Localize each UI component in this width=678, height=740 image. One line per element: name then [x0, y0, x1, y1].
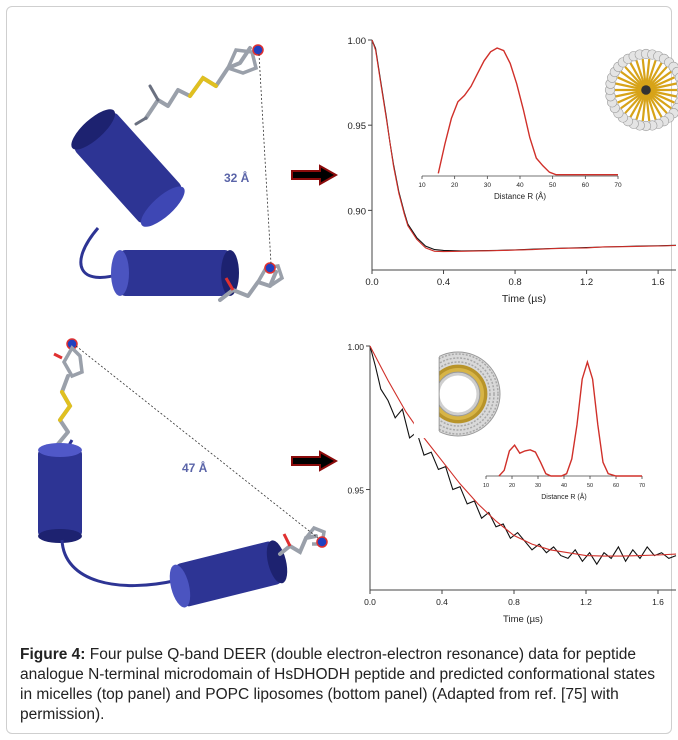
- x-tick-label: 1.6: [652, 597, 664, 607]
- inset-x-tick-label: 70: [614, 182, 622, 189]
- x-tick-label: 0.4: [436, 597, 448, 607]
- micelle-icon: [604, 48, 678, 132]
- bottom-sidechain-lower: [278, 534, 318, 556]
- bottom-helix-lower: [169, 540, 288, 608]
- x-tick-label: 1.6: [652, 277, 665, 288]
- y-tick-label: 0.90: [348, 206, 367, 217]
- top-distance-line: [258, 53, 272, 265]
- inset-distance-distribution: [498, 359, 642, 477]
- inset-x-tick-label: 60: [613, 483, 619, 489]
- y-tick-label: 1.00: [348, 36, 367, 47]
- inset-x-tick-label: 30: [484, 182, 492, 189]
- figure-caption-label: Figure 4:: [20, 646, 86, 663]
- x-tick-label: 1.2: [580, 597, 592, 607]
- inset-x-tick-label: 10: [483, 483, 489, 489]
- bottom-deer-chart: 0.0 0.4 0.8 1.2 1.6 0.95 1.00 Time (µs) 10 20 30 40…: [347, 342, 677, 625]
- top-distance-label: 32 Å: [224, 170, 250, 185]
- inset-x-tick-label: 60: [582, 182, 590, 189]
- bottom-helix-upper: [38, 443, 82, 543]
- bottom-distance-line: [75, 345, 319, 539]
- inset-x-axis-label: Distance R (Å): [494, 192, 546, 201]
- inset-x-tick-label: 20: [509, 483, 515, 489]
- x-axis-label: Time (µs): [502, 293, 546, 305]
- top-spin-label-lower: [264, 262, 276, 274]
- inset-x-tick-label: 40: [561, 483, 567, 489]
- bottom-distance-label: 47 Å: [182, 460, 208, 475]
- fit-trace: [371, 39, 677, 253]
- top-helix-upper: [71, 109, 185, 227]
- inset-x-tick-label: 50: [549, 182, 557, 189]
- top-peptide-model: 32 Å: [71, 44, 285, 302]
- x-tick-label: 0.8: [508, 597, 520, 607]
- bottom-peptide-model: 47 Å: [38, 338, 328, 608]
- liposome-icon: [413, 349, 501, 439]
- inset-x-tick-label: 20: [451, 182, 459, 189]
- x-axis-label: Time (µs): [503, 614, 543, 625]
- inset-distance-distribution: [437, 47, 618, 176]
- x-tick-label: 1.2: [580, 277, 593, 288]
- x-tick-label: 0.4: [437, 277, 450, 288]
- inset-x-tick-label: 10: [418, 182, 426, 189]
- bottom-loop: [60, 539, 179, 587]
- figure-caption: Figure 4: Four pulse Q-band DEER (double…: [20, 645, 668, 725]
- top-helix-lower: [111, 250, 239, 296]
- figure-caption-text: Four pulse Q-band DEER (double electron-…: [20, 646, 655, 723]
- top-arrow-icon: [291, 164, 338, 186]
- inset-x-tick-label: 40: [516, 182, 524, 189]
- y-tick-label: 1.00: [347, 342, 364, 352]
- inset-x-tick-label: 50: [587, 483, 593, 489]
- x-tick-label: 0.8: [508, 277, 521, 288]
- inset-x-tick-label: 30: [535, 483, 541, 489]
- x-tick-label: 0.0: [365, 277, 378, 288]
- x-tick-label: 0.0: [364, 597, 376, 607]
- top-spin-label-upper: [252, 44, 264, 56]
- bottom-spin-label-lower: [316, 536, 328, 548]
- inset-x-axis-label: Distance R (Å): [541, 492, 587, 501]
- bottom-arrow-icon: [291, 450, 338, 472]
- y-tick-label: 0.95: [348, 121, 367, 132]
- y-tick-label: 0.95: [347, 486, 364, 496]
- fit-trace: [369, 345, 677, 557]
- inset-x-tick-label: 70: [639, 483, 645, 489]
- top-loop: [79, 227, 124, 279]
- top-deer-chart: 0.0 0.4 0.8 1.2 1.6 0.90 0.95 1.00 Time (µs) 10 20…: [348, 36, 678, 305]
